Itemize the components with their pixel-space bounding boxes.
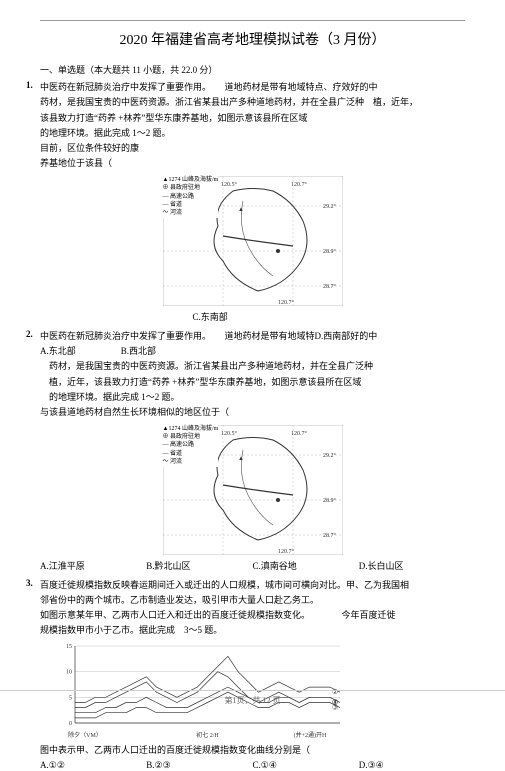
legend-item: — 高速公路 [163,193,219,201]
q2-optA: A.江淮平原 [40,559,146,572]
question-1: 1. 中医药在新冠肺炎治疗中发挥了重要作用。 道地药材是带有地域特点、疗效好的中… [40,80,465,323]
q2-options: A.江淮平原 B.黔北山区 C.滇南谷地 D.长白山区 [40,559,465,572]
q1-line: 养基地位于该县（ [40,156,465,171]
q3-caption: 图中表示甲、乙两市人口迁出的百度迁徙规模指数变化曲线分别是（ [40,743,465,758]
q3-line: 如图示意某年甲、乙两市人口迁入和迁出的百度迁徙规模指数变化。 今年百度迁徙 [40,608,465,623]
svg-text:▲: ▲ [238,207,244,213]
q3-line: 规模指数甲市小于乙市。据此完成 3～5 题。 [40,623,465,638]
q3-number: 3. [26,578,33,588]
svg-text:▲: ▲ [238,456,244,462]
q3-optD: D.③④ [359,760,465,771]
legend-peak: ▲1274 山峰及海拔/m [163,176,219,184]
svg-text:29.2°: 29.2° [323,452,337,459]
q1-line: 药材，是我国宝贵的中医药资源。浙江省某县出产多种道地药材，并在全县广泛种 植，近… [40,95,465,110]
map-legend: ▲1274 山峰及海拔/m ⊕ 县政府驻地 — 高速公路 — 省道 ～ 河流 [163,425,219,467]
svg-text:15: 15 [66,644,72,650]
q3-options: A.①② B.②③ C.①④ D.③④ [40,760,465,771]
q2-line: 中医药在新冠肺炎治疗中发挥了重要作用。 道地药材是带有地域特D.西南部好的中 [40,329,465,344]
legend-peak: ▲1274 山峰及海拔/m [163,425,219,433]
q3-line: 百度迁徙规模指数反映春运期间迁入或迁出的人口规模，城市间可横向对比。甲、乙为我国… [40,578,465,593]
doc-title: 2020 年福建省高考地理模拟试卷（3 月份） [40,20,465,49]
svg-text:28.9°: 28.9° [323,248,337,255]
q2-line: 与该县道地药材自然生长环境相似的地区位于（ [40,405,465,420]
q3-line: 邻省份中的两个城市。乙市制造业发达，吸引甲市大量人口赴乙务工。 [40,593,465,608]
page-footer: 第1页，共 12 页 [0,690,505,706]
svg-text:120.5°: 120.5° [221,181,238,188]
q2-line: 药材，是我国宝贵的中医药资源。浙江省某县出产多种道地药材，并在全县广泛种 [40,359,465,374]
q1-map-figure: ▲1274 山峰及海拔/m ⊕ 县政府驻地 — 高速公路 — 省道 ～ 河流 ▲… [163,176,343,306]
question-2: 2. 中医药在新冠肺炎治疗中发挥了重要作用。 道地药材是带有地域特D.西南部好的… [40,329,465,572]
svg-text:29.2°: 29.2° [323,203,337,210]
svg-text:120.5°: 120.5° [221,430,238,437]
q2-map-figure: ▲1274 山峰及海拔/m ⊕ 县政府驻地 — 高速公路 — 省道 ～ 河流 ▲… [163,425,343,555]
q1-line: 的地理环境。据此完成 1～2 题。 [40,126,465,141]
q3-optB: B.②③ [146,760,252,771]
q2-optB: B.黔北山区 [146,559,252,572]
q1-optC: C.东南部 [193,310,313,323]
svg-text:28.7°: 28.7° [323,532,337,539]
svg-text:28.7°: 28.7° [323,283,337,290]
svg-text:(并+2通)开H: (并+2通)开H [294,731,327,739]
q1-optB: B.西北部 [121,346,156,356]
q1-line: 该县致力打造“药养 +林养”型华东康养基地，如图示意该县所在区域 [40,111,465,126]
svg-text:0: 0 [69,721,72,727]
svg-text:120.7°: 120.7° [291,181,308,188]
legend-item: ～ 河流 [163,458,219,466]
map-legend: ▲1274 山峰及海拔/m ⊕ 县政府驻地 — 高速公路 — 省道 ～ 河流 [163,176,219,218]
section-head: 一、单选题（本大题共 11 小题，共 22.0 分） [40,63,465,76]
q1-line: 目前，区位条件较好的康 [40,141,465,156]
question-3: 3. 百度迁徙规模指数反映春运期间迁入或迁出的人口规模，城市间可横向对比。甲、乙… [40,578,465,771]
legend-item: — 省道 [163,450,219,458]
q2-line: 植，近年，该县致力打造“药养 +林养”型华东康养基地，如图示意该县所在区域 [40,375,465,390]
q1-number: 1. [26,80,33,90]
legend-item: ～ 河流 [163,209,219,217]
legend-item: — 高速公路 [163,441,219,449]
q1-options: C.东南部 [40,310,465,323]
svg-text:120.7°: 120.7° [291,430,308,437]
svg-text:10: 10 [66,669,72,675]
svg-text:初七 2/H: 初七 2/H [196,731,219,739]
legend-item: ⊕ 县政府驻地 [163,184,219,192]
q2-number: 2. [26,329,33,339]
q2-optC: C.滇南谷地 [253,559,359,572]
legend-item: — 省道 [163,201,219,209]
q3-optC: C.①④ [253,760,359,771]
q3-optA: A.①② [40,760,146,771]
legend-item: ⊕ 县政府驻地 [163,433,219,441]
q1-optA: A.东北部 [40,346,76,356]
svg-text:120.7°: 120.7° [278,548,295,555]
svg-text:120.7°: 120.7° [278,299,295,306]
q2-line: 的地理环境。据此完成 1～2 题。 [40,390,465,405]
svg-text:28.9°: 28.9° [323,497,337,504]
q1-line: 中医药在新冠肺炎治疗中发挥了重要作用。 道地药材是带有地域特点、疗效好的中 [40,80,465,95]
q2-optD: D.长白山区 [359,559,465,572]
svg-text:除夕（VM）: 除夕（VM） [68,731,102,739]
